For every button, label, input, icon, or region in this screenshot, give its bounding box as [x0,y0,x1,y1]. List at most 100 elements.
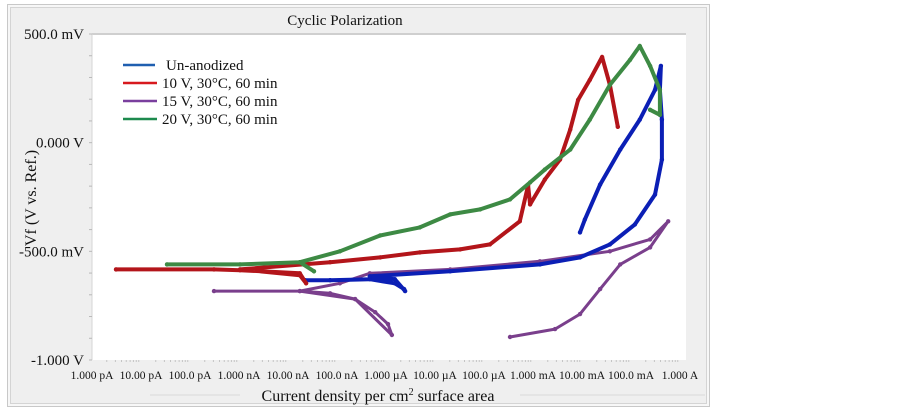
y-tick-label: 500.0 mV [24,27,84,43]
data-point [575,97,581,103]
data-point [657,112,663,118]
data-point [577,255,583,260]
data-point [211,288,217,294]
x-tick-label: 1.000 nA [218,370,262,382]
data-point [237,267,243,272]
data-point [659,157,665,162]
data-point [417,225,422,230]
data-point [542,167,547,172]
y-tick-label: 0.000 V [36,136,84,152]
data-point [647,63,653,69]
x-tick-label: 1.000 µA [364,370,408,382]
data-point [211,267,217,272]
data-point [385,321,391,327]
data-point [652,87,658,93]
data-point [587,77,592,83]
data-point [448,269,453,274]
series-3 [164,43,663,274]
data-point [597,182,603,187]
x-axis-label: Current density per cm2 surface area [262,387,495,405]
data-point [542,177,547,182]
data-point [599,54,605,60]
data-point [582,217,588,222]
data-point [337,249,343,254]
data-point [377,255,383,260]
data-point [417,250,422,255]
series-2 [211,219,671,340]
legend-label-15v: 15 V, 30°C, 60 min [162,94,278,110]
x-tick-label: 10.00 mA [559,370,606,382]
x-tick-label: 10.00 nA [267,370,311,382]
data-point [615,124,620,129]
data-point [487,242,493,247]
y-axis-ticks: 500.0 mV 0.000 V -500.0 mV -1.000 V [19,27,84,369]
data-point [113,267,119,272]
data-point [367,274,372,279]
data-point [507,197,513,202]
x-axis-ticks: 1.000 pA 10.00 pA 100.0 pA 1.000 nA 10.00 nA… [71,370,699,382]
data-point [552,326,558,332]
data-point [297,288,302,294]
data-point [632,222,638,227]
data-point [373,310,378,315]
data-point [607,82,613,88]
data-point [618,147,623,152]
data-point [377,233,383,238]
data-point [568,147,573,152]
data-point [647,245,653,250]
data-point [448,212,453,217]
data-point [392,277,397,282]
data-point [577,230,583,235]
data-point [337,281,343,286]
x-tick-label: 1.000 A [662,370,699,382]
data-point [303,281,309,286]
data-point [527,180,533,185]
x-axis-label-superscript: 2 [409,387,414,398]
data-point [237,262,243,267]
x-tick-label: 1.000 mA [510,370,557,382]
data-point [297,273,302,278]
y-tick-label: -1.000 V [31,353,84,369]
data-point [402,288,408,294]
data-point [327,291,333,296]
data-point [352,296,358,302]
series-layer [113,43,671,340]
data-point [457,247,463,252]
data-point [652,192,658,197]
data-point [666,219,671,224]
data-point [627,57,633,63]
legend-label-10v: 10 V, 30°C, 60 min [162,76,278,92]
x-tick-label: 100.0 mA [608,370,655,382]
chart-title: Cyclic Polarization [287,13,403,29]
data-point [517,219,522,224]
data-point [647,107,653,113]
data-point [597,286,603,292]
data-point [637,117,642,122]
data-point [477,207,483,212]
data-point [327,278,333,283]
data-point [297,260,302,265]
data-point [577,311,583,317]
x-tick-label: 100.0 nA [316,370,360,382]
legend-label-un-anodized: Un-anodized [166,58,244,74]
data-point [587,117,592,122]
x-tick-label: 10.00 µA [413,370,457,382]
data-point [507,334,513,340]
data-point [311,269,317,274]
data-point [618,262,623,267]
data-point [327,260,333,265]
data-point [164,262,170,267]
x-tick-label: 100.0 µA [462,370,506,382]
y-tick-label: -500.0 mV [19,244,84,260]
data-point [607,249,613,254]
data-point [659,117,665,122]
data-point [658,63,664,69]
x-tick-label: 1.000 pA [71,370,115,382]
data-point [389,332,395,338]
minor-ticks [89,33,679,362]
legend-label-20v: 20 V, 30°C, 60 min [162,112,278,128]
data-point [392,281,397,286]
data-point [568,127,573,132]
series-line [212,219,670,339]
